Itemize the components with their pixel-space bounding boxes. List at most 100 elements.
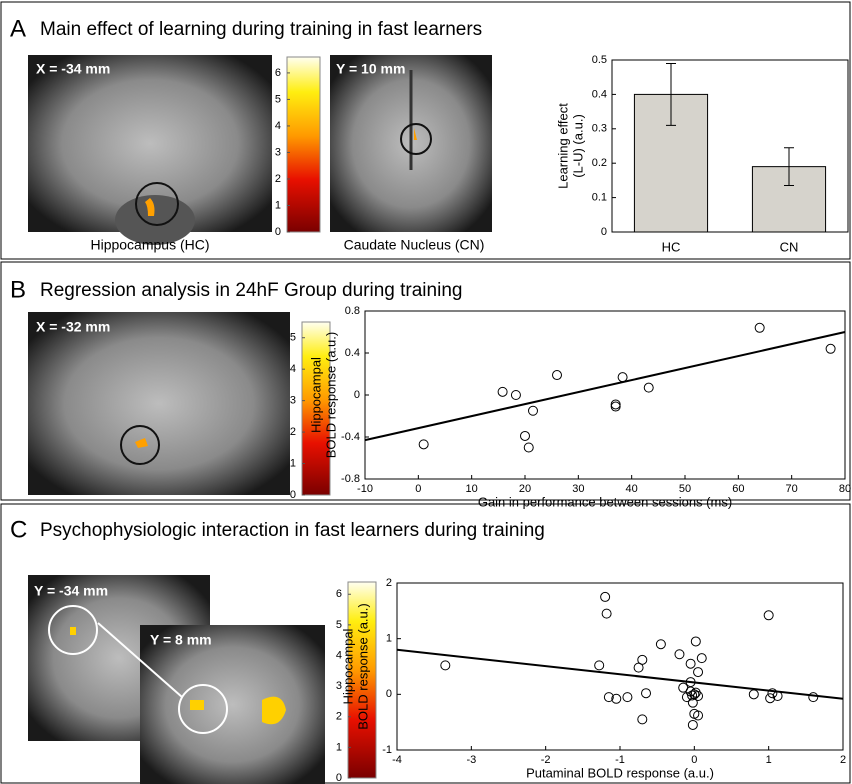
data-point (644, 383, 653, 392)
data-point (553, 371, 562, 380)
x-tick-label: 20 (519, 483, 531, 495)
x-tick-label: 40 (626, 483, 638, 495)
x-tick-label: 70 (786, 483, 798, 495)
data-point (694, 668, 703, 677)
data-point (611, 402, 620, 411)
x-tick-label: -3 (466, 754, 476, 766)
y-tick-label: 0 (354, 389, 360, 401)
x-tick-label: -4 (392, 754, 402, 766)
data-point (638, 715, 647, 724)
y-tick-label: 5 (275, 93, 281, 105)
brain-image: X = -32 mm (28, 312, 290, 495)
data-point (656, 640, 665, 649)
colorbar (287, 57, 320, 232)
y-tick-label: 5 (290, 332, 296, 344)
x-tick-label: 30 (572, 483, 584, 495)
data-point (638, 655, 647, 664)
y-tick-label: 0.5 (592, 54, 607, 66)
x-tick-label: 50 (679, 483, 691, 495)
image-label: X = -34 mm (36, 61, 110, 77)
data-point (521, 431, 530, 440)
panel-title: Main effect of learning during training … (40, 19, 482, 40)
data-point (602, 609, 611, 618)
image-caption: Hippocampus (HC) (90, 237, 209, 253)
y-axis-label: BOLD response (a.u.) (323, 332, 338, 458)
image-caption: Caudate Nucleus (CN) (344, 237, 485, 253)
data-point (809, 693, 818, 702)
data-point (691, 637, 700, 646)
x-tick-label: 1 (766, 754, 772, 766)
y-tick-label: -1 (382, 744, 392, 756)
image-label: X = -32 mm (36, 319, 110, 335)
data-point (826, 344, 835, 353)
y-axis-label: (L-U) (a.u.) (570, 114, 585, 178)
data-point (498, 387, 507, 396)
y-axis-label: Hippocampal (340, 628, 355, 704)
y-tick-label: 2 (290, 426, 296, 438)
x-tick-label: CN (780, 239, 799, 254)
data-point (419, 440, 428, 449)
y-axis-label: Hippocampal (308, 357, 323, 433)
x-tick-label: 80 (839, 483, 851, 495)
y-tick-label: 1 (386, 633, 392, 645)
y-tick-label: 0 (601, 226, 607, 238)
y-tick-label: 0.4 (592, 88, 607, 100)
data-point (611, 400, 620, 409)
image-label: Y = -34 mm (34, 583, 108, 599)
x-tick-label: -1 (615, 754, 625, 766)
x-tick-label: HC (662, 239, 681, 254)
x-tick-label: 2 (840, 754, 846, 766)
y-tick-label: 4 (275, 120, 281, 132)
y-tick-label: 0.8 (345, 305, 360, 317)
data-point (524, 443, 533, 452)
y-tick-label: 2 (336, 711, 342, 723)
data-point (595, 661, 604, 670)
data-point (529, 406, 538, 415)
y-tick-label: 3 (275, 146, 281, 158)
figure: A Main effect of learning during trainin… (0, 0, 852, 784)
y-tick-label: 0.1 (592, 192, 607, 204)
data-point (511, 391, 520, 400)
y-tick-label: 0 (275, 226, 281, 238)
y-tick-label: 1 (336, 741, 342, 753)
x-axis-label: Putaminal BOLD response (a.u.) (526, 765, 714, 780)
axes-frame (397, 583, 843, 750)
y-tick-label: 0.4 (345, 347, 360, 359)
y-axis-label: Learning effect (555, 103, 570, 189)
fit-line (365, 332, 845, 440)
y-tick-label: 6 (336, 588, 342, 600)
y-tick-label: 2 (386, 577, 392, 589)
data-point (623, 693, 632, 702)
y-tick-label: 6 (275, 67, 281, 79)
brain-image: X = -34 mm Hippocampus (HC) (28, 55, 272, 253)
y-tick-label: 0 (336, 772, 342, 784)
y-tick-label: 0 (386, 688, 392, 700)
y-tick-label: 2 (275, 173, 281, 185)
x-tick-label: -10 (357, 483, 373, 495)
brain-image: Y = 10 mm Caudate Nucleus (CN) (330, 55, 492, 253)
x-axis-label: Gain in performance between sessions (ms… (478, 494, 732, 509)
x-tick-label: -2 (541, 754, 551, 766)
axes-frame (365, 311, 845, 479)
data-point (688, 720, 697, 729)
image-label: Y = 8 mm (150, 632, 212, 648)
data-point (686, 659, 695, 668)
y-tick-label: 0 (290, 489, 296, 501)
data-point (749, 690, 758, 699)
data-point (675, 650, 684, 659)
y-tick-label: 4 (290, 363, 296, 375)
page: {"panels":[ {"letter":"A","title":"Main … (0, 0, 852, 784)
y-tick-label: 0.3 (592, 123, 607, 135)
data-point (697, 654, 706, 663)
image-label: Y = 10 mm (336, 61, 405, 77)
data-point (764, 611, 773, 620)
data-point (601, 592, 610, 601)
y-tick-label: 0.2 (592, 157, 607, 169)
y-tick-label: 1 (290, 457, 296, 469)
x-tick-label: 0 (415, 483, 421, 495)
data-point (642, 689, 651, 698)
panel-letter: B (10, 276, 26, 303)
x-tick-label: 0 (691, 754, 697, 766)
data-point (755, 323, 764, 332)
y-tick-label: -0.4 (341, 431, 360, 443)
